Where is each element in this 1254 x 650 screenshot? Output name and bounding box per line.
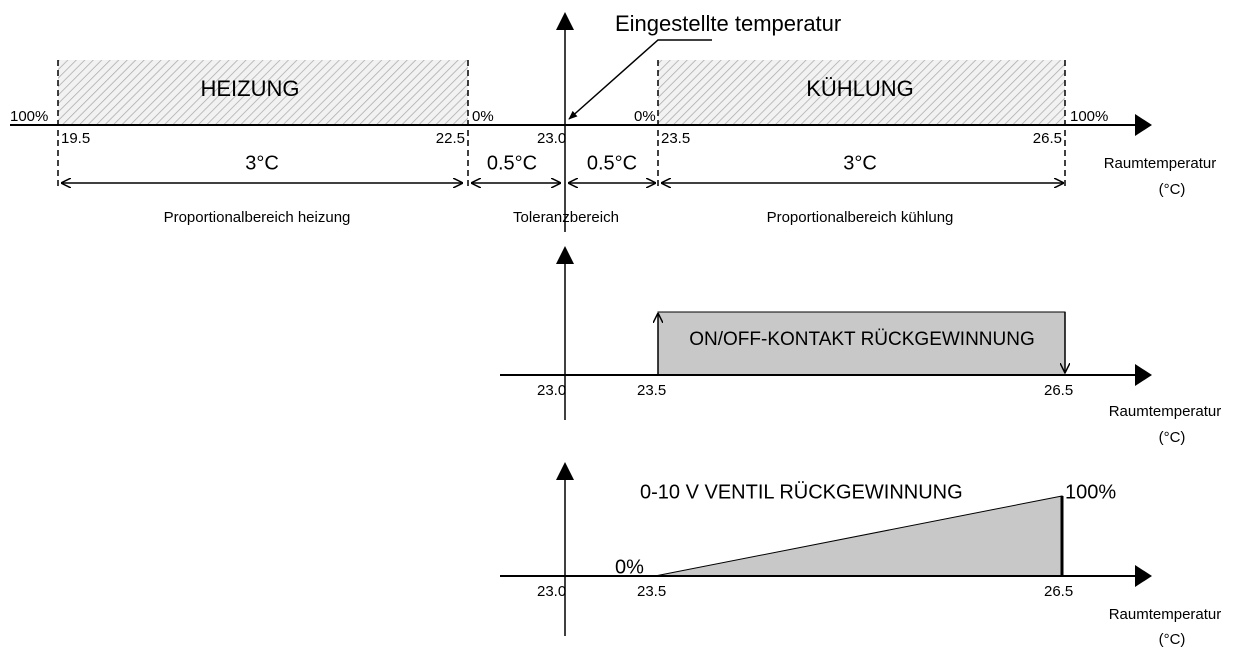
zone-label: HEIZUNG — [201, 76, 300, 101]
span-label: 3°C — [245, 152, 279, 174]
axis-arrow — [1135, 114, 1152, 136]
axis-unit: (°C) — [1159, 429, 1186, 446]
bottom-diagram: 0-10 V VENTIL RÜCKGEWINNUNG 100% 0% 23.0… — [500, 462, 1221, 648]
axis-arrow — [556, 12, 574, 30]
axis-label: Raumtemperatur — [1109, 606, 1222, 623]
tick-label: 19.5 — [61, 130, 90, 147]
top-diagram: Eingestellte temperatur HEIZUNG KÜHLUNG … — [10, 11, 1216, 232]
range-label: Proportionalbereich kühlung — [767, 209, 954, 226]
tick-label: 23.5 — [637, 583, 666, 600]
cooling-zone — [658, 60, 1065, 125]
axis-arrow — [1135, 364, 1152, 386]
ramp-area — [654, 495, 1063, 577]
axis-label: Raumtemperatur — [1104, 155, 1217, 172]
axis-arrow — [556, 462, 574, 480]
axis-unit: (°C) — [1159, 631, 1186, 648]
range-label: Proportionalbereich heizung — [164, 209, 351, 226]
axis-label: Raumtemperatur — [1109, 403, 1222, 420]
tick-label: 23.0 — [537, 130, 566, 147]
tick-label: 26.5 — [1044, 382, 1073, 399]
axis-arrow — [556, 246, 574, 264]
tick-label: 22.5 — [436, 130, 465, 147]
percent-label: 100% — [10, 108, 48, 125]
span-label: 0.5°C — [487, 152, 537, 174]
span-label: 0.5°C — [587, 152, 637, 174]
tick-label: 26.5 — [1044, 583, 1073, 600]
output-label: ON/OFF-KONTAKT RÜCKGEWINNUNG — [689, 329, 1035, 350]
percent-label: 0% — [472, 108, 494, 125]
output-label: 0-10 V VENTIL RÜCKGEWINNUNG — [640, 481, 963, 503]
heating-zone — [58, 60, 468, 125]
tick-label: 23.5 — [661, 130, 690, 147]
tick-label: 23.0 — [537, 382, 566, 399]
percent-label: 100% — [1070, 108, 1108, 125]
setpoint-label: Eingestellte temperatur — [615, 11, 841, 36]
span-label: 3°C — [843, 152, 877, 174]
end-label: 100% — [1065, 481, 1116, 503]
axis-unit: (°C) — [1159, 181, 1186, 198]
tick-label: 23.5 — [637, 382, 666, 399]
axis-arrow — [1135, 565, 1152, 587]
setpoint-pointer — [568, 39, 712, 120]
on-off-area — [657, 311, 1066, 376]
tick-label: 23.0 — [537, 583, 566, 600]
percent-label: 0% — [634, 108, 656, 125]
range-label: Toleranzbereich — [513, 209, 619, 226]
tick-label: 26.5 — [1033, 130, 1062, 147]
start-label: 0% — [615, 556, 644, 578]
middle-diagram: ON/OFF-KONTAKT RÜCKGEWINNUNG 23.0 23.5 2… — [500, 246, 1221, 446]
zone-label: KÜHLUNG — [806, 76, 914, 101]
